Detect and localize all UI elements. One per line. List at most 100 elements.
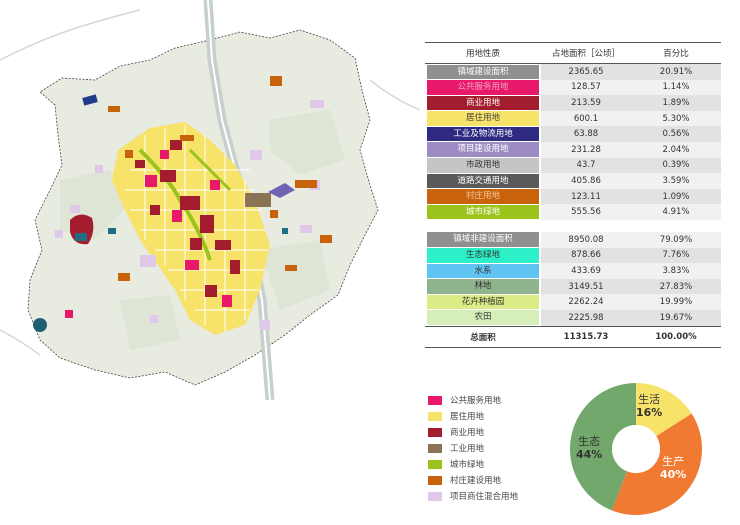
legend-swatch [428,427,442,437]
percent-cell: 20.91% [631,64,721,80]
table-row: 农田 2225.98 19.67% [425,309,721,326]
land-type-cell: 城市绿地 [425,204,541,220]
table-row: 工业及物流用地 63.88 0.56% [425,126,721,142]
area-cell: 128.57 [541,79,631,96]
land-type-label: 林地 [427,279,539,294]
col-header-land-type: 用地性质 [425,42,541,64]
area-cell: 2262.24 [541,294,631,310]
table-row: 市政用地 43.7 0.39% [425,157,721,174]
legend-swatch [428,491,442,501]
land-type-label: 商业用地 [427,95,539,111]
table-row: 水系 433.69 3.83% [425,263,721,279]
table-row: 居住用地 600.1 5.30% [425,110,721,127]
total-label: 总面积 [425,325,541,348]
legend-label: 项目商住混合用地 [450,492,519,502]
percent-cell: 3.59% [631,173,721,189]
land-type-label: 镇域建设面积 [427,64,539,80]
land-type-cell: 生态绿地 [425,248,541,264]
land-type-cell: 农田 [425,310,541,326]
percent-cell: 19.67% [631,309,721,326]
pie-slice [636,383,692,437]
land-type-cell: 村庄用地 [425,189,541,205]
table-group-header-row: 镇域建设面积 2365.65 20.91% [425,64,721,80]
legend-label: 城市绿地 [450,460,485,470]
percent-cell: 1.89% [631,95,721,111]
land-type-cell: 项目建设用地 [425,142,541,158]
legend-item: 居住用地 [428,408,518,424]
pie-slice [570,383,636,511]
land-type-label: 镇域非建设面积 [427,232,539,248]
table-row: 村庄用地 123.11 1.09% [425,188,721,205]
total-area: 11315.73 [541,325,631,348]
legend-item: 城市绿地 [428,456,518,472]
percent-cell: 7.76% [631,247,721,264]
percent-cell: 1.14% [631,79,721,96]
land-type-label: 居住用地 [427,111,539,126]
industrial-block [245,193,271,207]
percent-cell: 79.09% [631,231,721,248]
legend-label: 工业用地 [450,444,485,454]
pie-slice [611,413,702,515]
pie-label-living: 生活 16% [636,393,663,419]
land-type-cell: 镇域非建设面积 [425,232,541,248]
table-row: 商业用地 213.59 1.89% [425,95,721,111]
land-type-label: 村庄用地 [427,189,539,204]
area-cell: 3149.51 [541,278,631,295]
area-cell: 878.66 [541,247,631,264]
legend-label: 居住用地 [450,412,485,422]
area-cell: 2225.98 [541,309,631,326]
land-type-cell: 镇域建设面积 [425,64,541,80]
table-row: 城市绿地 555.56 4.91% [425,204,721,220]
land-type-label: 项目建设用地 [427,142,539,158]
legend-label: 商业用地 [450,428,485,438]
legend-item: 公共服务用地 [428,392,518,408]
area-cell: 63.88 [541,126,631,142]
col-header-percent: 百分比 [631,42,721,64]
legend-item: 工业用地 [428,440,518,456]
land-type-label: 工业及物流用地 [427,126,539,142]
legend-swatch [428,459,442,469]
land-type-cell: 居住用地 [425,111,541,127]
pie-label-production: 生产 40% [660,455,687,481]
legend-label: 公共服务用地 [450,396,502,406]
legend-item: 村庄建设用地 [428,472,518,488]
area-cell: 600.1 [541,110,631,127]
area-cell: 8950.08 [541,231,631,248]
area-cell: 43.7 [541,157,631,174]
percent-cell: 19.99% [631,294,721,310]
legend-swatch [428,411,442,421]
area-cell: 123.11 [541,188,631,205]
percent-cell: 2.04% [631,141,721,158]
table-row: 生态绿地 878.66 7.76% [425,247,721,264]
area-cell: 2365.65 [541,64,631,80]
legend-swatch [428,443,442,453]
land-type-cell: 工业及物流用地 [425,126,541,142]
legend-label: 村庄建设用地 [450,476,502,486]
legend-item: 项目商住混合用地 [428,488,518,504]
pie-label-ecology: 生态 44% [576,435,603,461]
area-cell: 433.69 [541,263,631,279]
table-row: 道路交通用地 405.86 3.59% [425,173,721,189]
land-type-cell: 市政用地 [425,158,541,174]
land-type-cell: 商业用地 [425,95,541,111]
table-row: 项目建设用地 231.28 2.04% [425,141,721,158]
col-header-area: 占地面积［公顷］ [541,42,631,64]
percent-cell: 27.83% [631,278,721,295]
percent-cell: 4.91% [631,204,721,220]
legend-swatch [428,395,442,405]
land-type-label: 城市绿地 [427,204,539,220]
table-row: 林地 3149.51 27.83% [425,278,721,295]
table-total-row: 总面积 11315.73 100.00% [425,325,721,348]
percent-cell: 1.09% [631,188,721,205]
land-type-label: 市政用地 [427,158,539,173]
map-legend: 公共服务用地 居住用地商业用地工业用地城市绿地村庄建设用地项目商住混合用地 [428,392,518,504]
land-use-table: 用地性质 占地面积［公顷］ 百分比 镇域建设面积 2365.65 20.91% 公共服… [425,42,721,348]
land-type-cell: 公共服务用地 [425,80,541,96]
land-type-label: 农田 [427,310,539,325]
legend-item: 商业用地 [428,424,518,440]
percent-cell: 0.39% [631,157,721,174]
total-percent: 100.00% [631,325,721,348]
area-cell: 231.28 [541,141,631,158]
table-group-header-row: 镇域非建设面积 8950.08 79.09% [425,231,721,248]
table-row: 公共服务用地 128.57 1.14% [425,79,721,96]
